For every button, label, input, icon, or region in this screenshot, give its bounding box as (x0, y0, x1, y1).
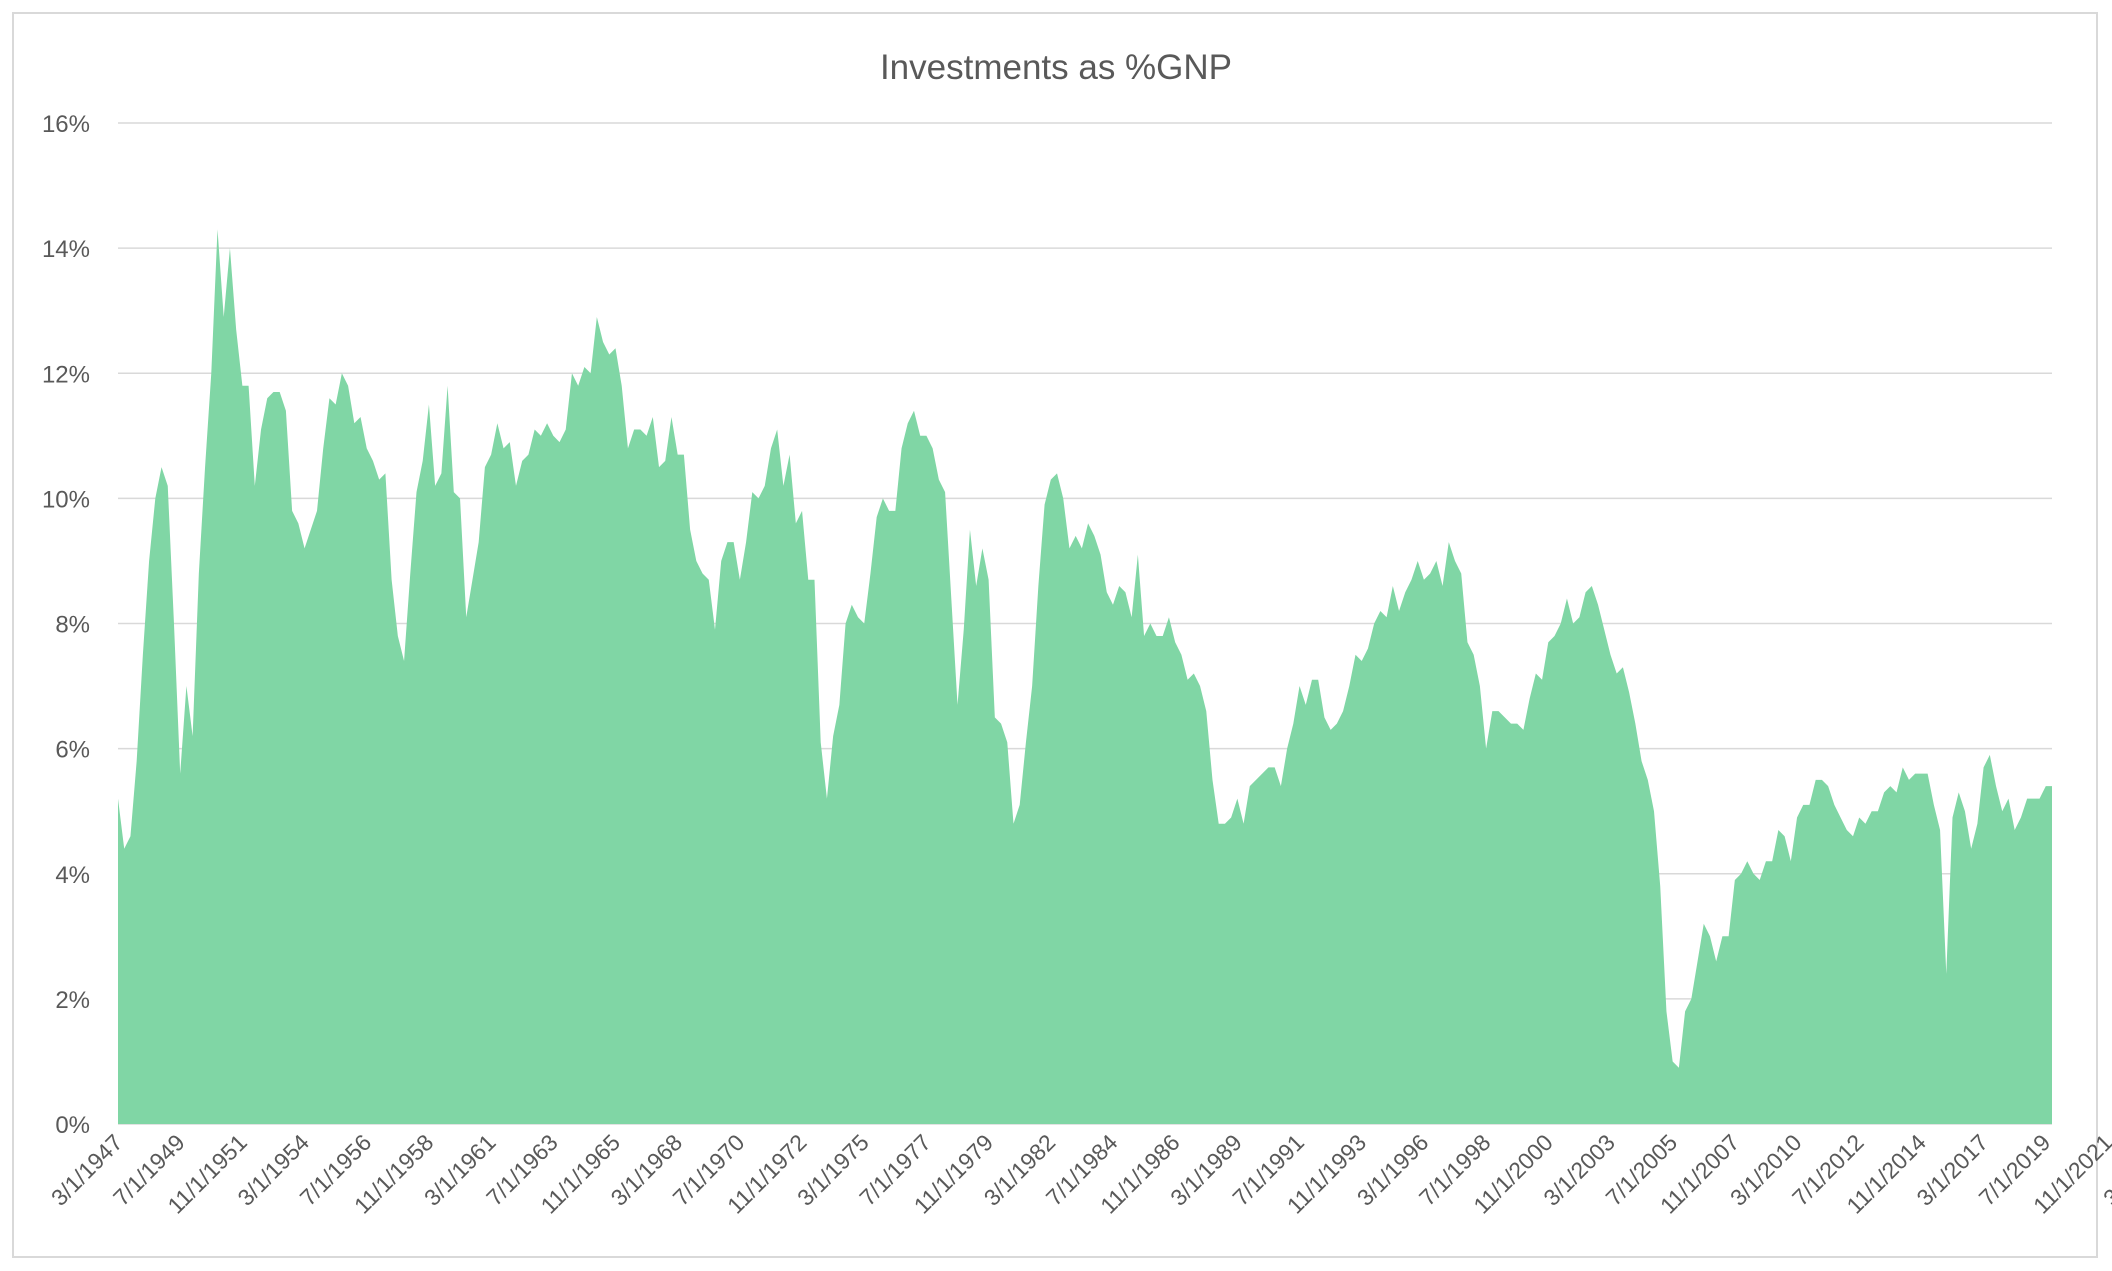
y-tick-label: 4% (55, 862, 90, 889)
investment-area (118, 229, 2052, 1125)
y-axis-tick-labels: 0% 2% 4% 6% 8% 10% 12% 14% 16% (42, 111, 90, 1139)
y-tick-label: 0% (55, 1112, 90, 1139)
y-tick-label: 2% (55, 987, 90, 1014)
y-tick-label: 10% (42, 486, 90, 513)
y-tick-label: 12% (42, 361, 90, 388)
x-axis-tick-labels: 3/1/19477/1/194911/1/19513/1/19547/1/195… (46, 1129, 2112, 1219)
y-tick-label: 16% (42, 111, 90, 138)
y-tick-label: 6% (55, 737, 90, 764)
series-area (118, 229, 2052, 1125)
chart-title: Investments as %GNP (879, 48, 1233, 87)
y-tick-label: 14% (42, 236, 90, 263)
y-tick-label: 8% (55, 612, 90, 639)
